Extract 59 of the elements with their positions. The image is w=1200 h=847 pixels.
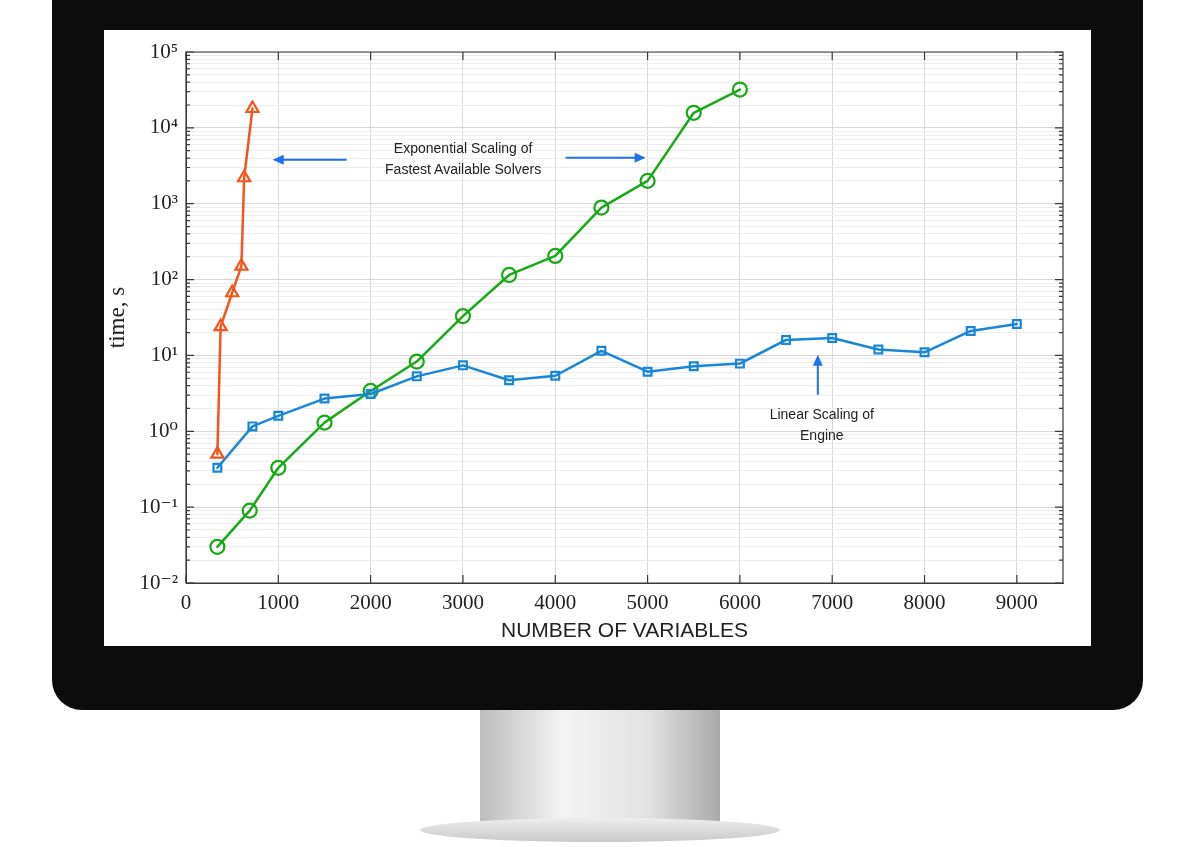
point — [234, 258, 249, 271]
point — [270, 459, 287, 476]
x-tick-label: 6000 — [718, 590, 761, 615]
x-tick-label: 9000 — [995, 590, 1038, 615]
point — [316, 414, 333, 431]
y-tick-label: 10³ — [150, 190, 178, 215]
annotation: Exponential Scaling of Fastest Available Solvers — [385, 140, 542, 178]
y-axis-title: time, s — [103, 286, 129, 349]
y-tick-label: 10¹ — [150, 341, 178, 366]
point — [454, 308, 472, 325]
point — [411, 371, 422, 382]
x-tick-label: 0 — [180, 590, 192, 615]
point — [639, 172, 656, 189]
point — [457, 360, 468, 371]
point — [362, 382, 379, 400]
point — [965, 326, 976, 336]
y-tick-label: 10⁻² — [139, 569, 178, 594]
x-tick-label: 7000 — [811, 590, 854, 615]
point — [209, 538, 226, 555]
x-axis-title: NUMBER OF VARIABLES — [501, 618, 748, 642]
point — [873, 344, 884, 355]
point — [408, 353, 425, 370]
point — [688, 361, 699, 372]
x-tick-label: 2000 — [349, 590, 392, 615]
annotation: Linear Scaling of Engine — [769, 406, 875, 444]
y-tick-label: 10² — [150, 266, 178, 291]
point — [501, 266, 518, 284]
point — [642, 366, 653, 377]
point — [213, 318, 228, 332]
point — [547, 247, 564, 265]
point — [734, 358, 745, 369]
y-tick-label: 10⁵ — [149, 38, 178, 63]
y-tick-label: 10⁴ — [149, 114, 178, 139]
point — [225, 284, 240, 298]
point — [596, 345, 607, 356]
point — [319, 393, 330, 404]
point — [245, 100, 260, 114]
x-tick-label: 3000 — [441, 590, 484, 615]
point — [781, 334, 792, 345]
point — [237, 169, 252, 183]
point — [919, 347, 930, 358]
point — [241, 502, 258, 519]
point — [212, 462, 223, 473]
point — [1011, 318, 1022, 329]
y-tick-label: 10⁻¹ — [139, 493, 178, 518]
x-tick-label: 5000 — [626, 590, 669, 615]
point — [504, 375, 515, 386]
x-tick-label: 1000 — [257, 590, 300, 615]
point — [685, 104, 702, 121]
point — [593, 199, 610, 216]
point — [550, 370, 561, 381]
x-tick-label: 4000 — [534, 590, 577, 615]
point — [731, 81, 748, 98]
y-tick-label: 10⁰ — [148, 417, 178, 442]
point — [827, 332, 838, 343]
point — [210, 446, 225, 459]
point — [247, 421, 258, 432]
point — [273, 410, 284, 421]
x-tick-label: 8000 — [903, 590, 946, 615]
